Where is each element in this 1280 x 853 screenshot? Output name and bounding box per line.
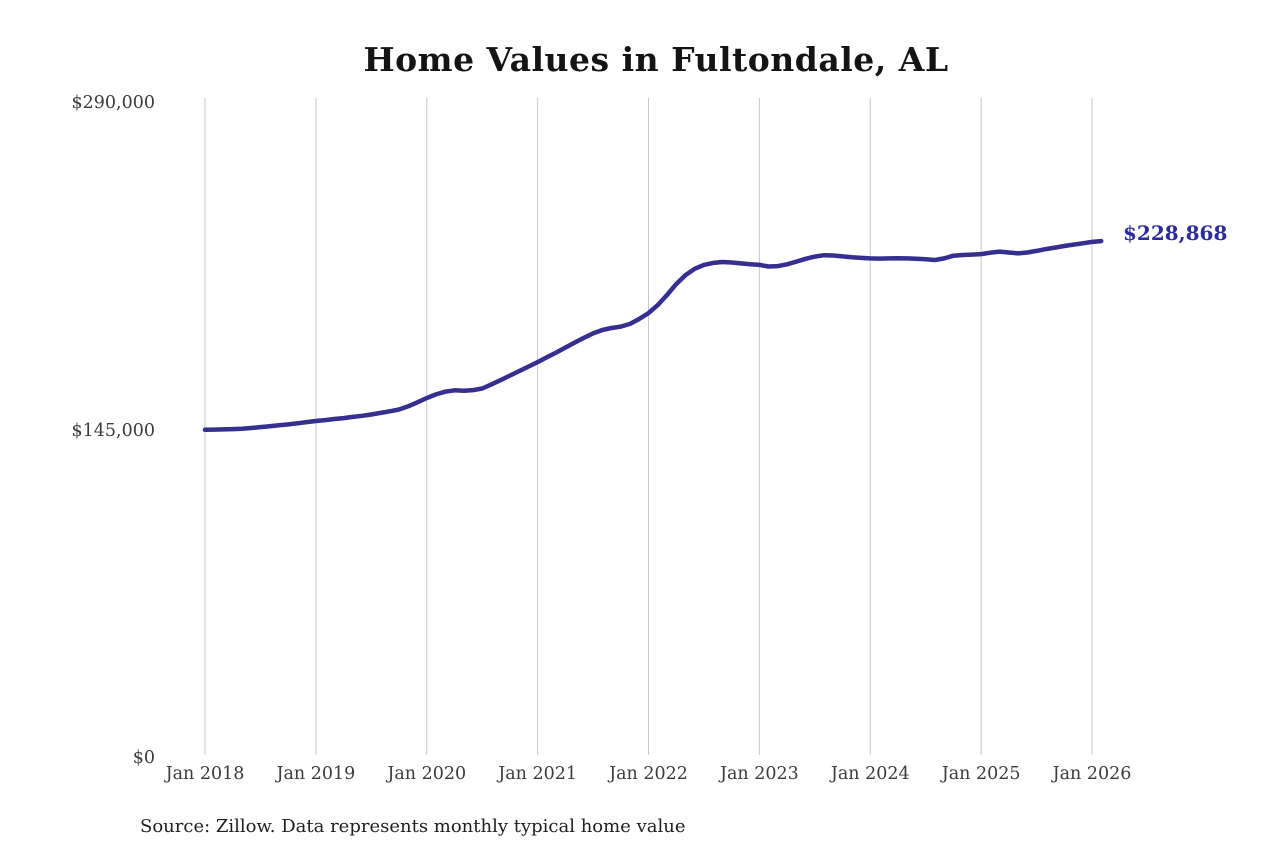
latest-value-label: $228,868 (1123, 221, 1228, 245)
x-tick-label: Jan 2024 (830, 764, 910, 784)
x-tick-label: Jan 2020 (387, 764, 467, 784)
y-tick-label: $290,000 (71, 93, 155, 113)
y-tick-label: $0 (132, 748, 155, 768)
x-tick-label: Jan 2019 (276, 764, 356, 784)
chart-title: Home Values in Fultondale, AL (363, 40, 949, 79)
x-tick-label: Jan 2021 (498, 764, 578, 784)
source-note: Source: Zillow. Data represents monthly … (140, 816, 686, 837)
x-tick-label: Jan 2025 (941, 764, 1021, 784)
x-tick-label: Jan 2022 (609, 764, 688, 784)
x-tick-label: Jan 2023 (719, 764, 799, 784)
y-tick-label: $145,000 (71, 420, 155, 441)
home-value-line-series (202, 238, 1104, 433)
x-tick-label: Jan 2018 (165, 764, 245, 784)
x-tick-label: Jan 2026 (1052, 764, 1132, 784)
